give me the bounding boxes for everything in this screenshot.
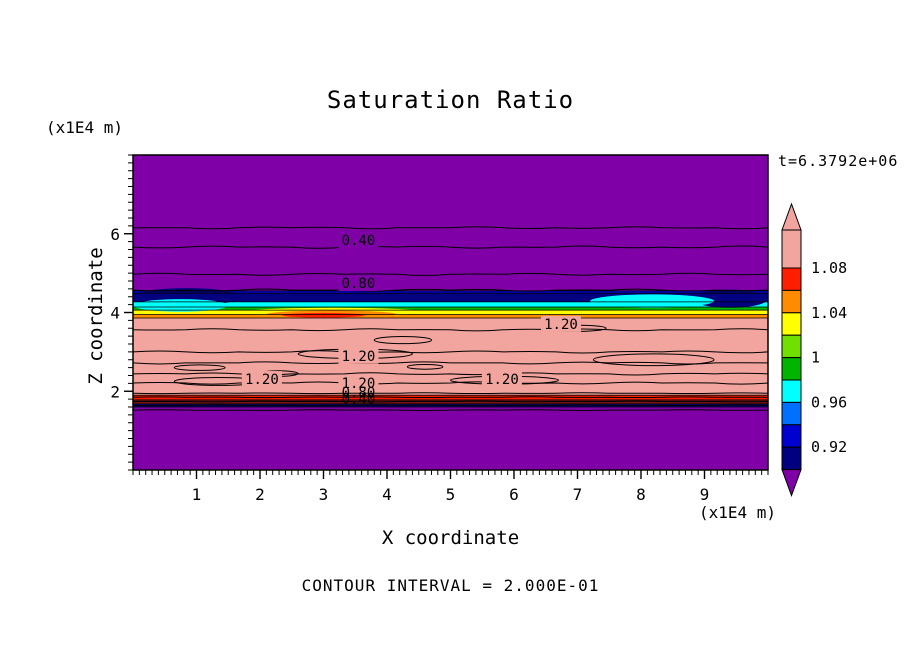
saturation-band [133, 318, 768, 396]
saturation-band [133, 407, 768, 470]
colorbar-tick-label: 1.08 [811, 259, 847, 277]
colorbar-tick-label: 1 [811, 349, 820, 367]
contour-line [133, 392, 768, 395]
x-tick-label: 7 [573, 485, 583, 504]
colorbar-segment [781, 312, 802, 336]
x-tick-label: 9 [700, 485, 710, 504]
contour-line [133, 288, 768, 292]
contour-label-mask [540, 315, 581, 332]
saturation-band [133, 293, 768, 302]
colorbar-segment [781, 424, 802, 448]
saturation-band [133, 290, 768, 294]
contour-line [133, 404, 768, 407]
y-tick-label: 6 [110, 225, 120, 244]
contour-label-mask [481, 371, 522, 388]
contour-line [133, 245, 768, 249]
saturation-feature [691, 289, 768, 308]
closed-contour [406, 363, 444, 370]
contour-label: 1.20 [544, 317, 578, 333]
x-tick-label: 4 [382, 485, 392, 504]
x-axis-title: X coordinate [381, 527, 520, 549]
colorbar-segment [781, 267, 802, 291]
y-axis-units-label: (x1E4 m) [46, 118, 124, 137]
contour-label: 1.20 [342, 349, 376, 365]
colorbar-segment [781, 379, 802, 403]
closed-contour [592, 353, 715, 367]
y-tick-label: 2 [110, 382, 120, 401]
contour-label-mask [338, 274, 379, 291]
contour-line [133, 372, 768, 376]
y-tick-label: 4 [110, 304, 120, 323]
contour-label: 0.80 [342, 276, 376, 292]
colorbar: 1.08 1.04 1 0.96 0.92 [781, 202, 847, 498]
saturation-band [133, 310, 768, 315]
contour-label: 0.40 [342, 233, 376, 249]
colorbar-arrow-bottom [781, 469, 802, 498]
x-axis-units-label: (x1E4 m) [698, 503, 776, 522]
colorbar-segment [781, 357, 802, 381]
x-tick-label: 3 [319, 485, 329, 504]
time-annotation: t=6.3792e+06 [778, 152, 899, 170]
contour-field: 0.400.801.201.201.20 1.201.200.800.40 [133, 155, 768, 470]
contour-label: 1.20 [485, 372, 519, 388]
saturation-band [133, 306, 768, 311]
chart-title: Saturation Ratio [326, 86, 575, 114]
contour-label: 0.40 [342, 392, 376, 408]
saturation-feature [590, 294, 715, 308]
closed-contour [373, 336, 432, 345]
contour-label-mask [338, 347, 379, 364]
contour-line [133, 361, 768, 365]
colorbar-tick-label: 0.96 [811, 393, 847, 411]
saturation-band [133, 301, 768, 307]
colorbar-arrow-top [781, 202, 802, 231]
contour-label-mask [338, 374, 379, 391]
colorbar-segment [781, 229, 802, 269]
contour-line [133, 381, 768, 385]
contour-label: 1.20 [245, 372, 279, 388]
colorbar-segment [781, 401, 802, 426]
contour-line [133, 350, 768, 354]
x-tick-label: 1 [192, 485, 202, 504]
closed-contour [173, 364, 226, 371]
contour-line [133, 396, 768, 399]
x-tick-label: 5 [446, 485, 456, 504]
saturation-feature [282, 312, 365, 318]
saturation-band [133, 155, 768, 291]
contour-line [133, 328, 768, 332]
colorbar-tick-label: 1.04 [811, 304, 847, 322]
saturation-band [133, 314, 768, 319]
x-tick-label: 8 [636, 485, 646, 504]
contour-line [133, 272, 768, 276]
contour-interval-label: CONTOUR INTERVAL = 2.000E-01 [301, 576, 600, 595]
contour-line [133, 409, 768, 411]
x-tick-label: 2 [255, 485, 265, 504]
colorbar-segment [781, 334, 802, 359]
colorbar-segment [781, 289, 802, 314]
contour-line [133, 400, 768, 403]
contour-label-mask [241, 371, 282, 388]
colorbar-segment [781, 446, 802, 471]
x-tick-label: 6 [509, 485, 519, 504]
contour-label: 1.20 [342, 376, 376, 392]
contour-label-mask [338, 232, 379, 249]
contour-line [133, 226, 768, 230]
colorbar-tick-label: 0.92 [811, 438, 847, 456]
contour-plot: 0.400.801.201.201.20 1.201.200.800.401 2 3 4… [110, 154, 769, 504]
contour-label: 0.80 [342, 385, 376, 401]
